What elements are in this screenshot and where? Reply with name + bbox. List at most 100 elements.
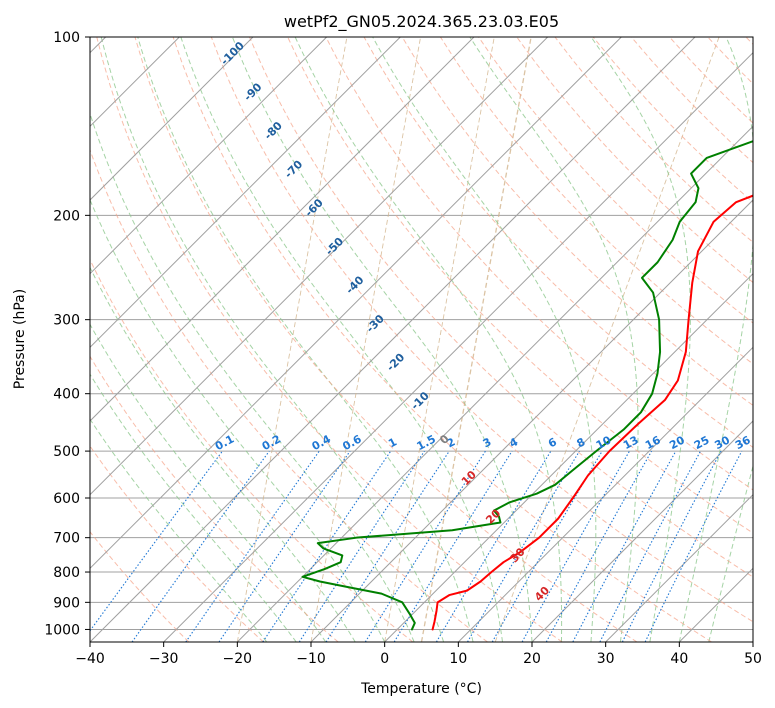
moist-adiabat (372, 37, 597, 642)
skewed-isotherm (90, 37, 401, 349)
dry-adiabat (172, 37, 712, 642)
y-tick-label: 800 (53, 565, 80, 581)
y-tick-label: 700 (53, 531, 80, 547)
x-tick-label: 50 (744, 651, 762, 667)
y-tick-label: 600 (53, 491, 80, 507)
mixing-ratio-label: 10 (594, 433, 614, 452)
moist-adiabat (180, 37, 504, 642)
skewed-isotherm (163, 51, 753, 642)
mixing-ratio-line (621, 450, 722, 642)
x-tick-label: 20 (523, 651, 541, 667)
y-axis-label: Pressure (hPa) (12, 289, 28, 389)
moist-adiabat (137, 37, 474, 642)
dry-adiabat (401, 37, 753, 406)
mixing-ratio-line (364, 450, 486, 642)
y-tick-label: 400 (53, 387, 80, 403)
mixing-ratio-label: 25 (692, 433, 712, 452)
x-tick-label: −10 (296, 651, 326, 667)
dry-adiabat (325, 37, 753, 491)
skewed-isotherm (90, 37, 475, 422)
dry-adiabat (96, 37, 563, 642)
x-tick-label: −40 (75, 651, 105, 667)
mixing-ratio-label: 16 (643, 433, 663, 452)
moist-adiabat (90, 198, 386, 642)
mixing-ratio-line (435, 450, 552, 642)
mixing-ratio-label: 30 (712, 433, 732, 452)
x-tick-label: 30 (597, 651, 615, 667)
y-tick-label: 100 (53, 30, 80, 46)
y-tick-label: 500 (53, 444, 80, 460)
mixing-ratio-line (298, 450, 425, 642)
curved-isotherm (384, 37, 495, 642)
skewed-isotherm (457, 346, 753, 642)
mixing-ratio-label: 36 (733, 433, 753, 452)
mixing-ratio-line (325, 450, 450, 642)
mixing-ratio-line (644, 450, 743, 642)
mixing-ratio-line (393, 450, 513, 642)
skewed-isotherm (90, 37, 696, 642)
y-tick-label: 300 (53, 313, 80, 329)
moist-adiabat (678, 37, 753, 642)
y-tick-label: 900 (53, 595, 80, 611)
dry-adiabat (210, 37, 753, 623)
moist-adiabat (708, 464, 753, 642)
y-tick-label: 1000 (44, 622, 80, 638)
x-tick-label: −30 (149, 651, 179, 667)
moist-adiabat (590, 37, 691, 642)
moist-adiabat (90, 323, 327, 642)
x-tick-label: 10 (449, 651, 467, 667)
moist-adiabat (100, 37, 445, 642)
mixing-ratio-line (90, 450, 223, 632)
x-axis-ticks: −40 −30 −20 −10 0 10 20 30 40 50 (75, 642, 762, 667)
dry-adiabat (90, 355, 339, 642)
x-tick-label: 40 (670, 651, 688, 667)
mixing-ratio-line (218, 450, 351, 642)
moist-adiabat (90, 266, 356, 642)
x-axis-label: Temperature (°C) (360, 681, 482, 697)
dry-adiabat (516, 37, 753, 284)
mixing-ratio-label: 13 (621, 433, 641, 452)
dewpoint-profile (301, 140, 753, 631)
dry-adiabat (439, 37, 753, 365)
mixing-ratio-line (131, 450, 270, 642)
x-tick-label: −20 (223, 651, 253, 667)
mixing-ratio-line (185, 450, 320, 642)
skewed-isotherm (90, 37, 254, 201)
dry-adiabat (90, 148, 488, 642)
moist-adiabat (231, 37, 533, 642)
mixing-ratio-line (599, 450, 702, 642)
chart-title: wetPf2_GN05.2024.365.23.03.E05 (284, 12, 559, 32)
curved-isotherm (310, 37, 422, 642)
mixing-ratio-label: 20 (667, 433, 687, 452)
skewed-isotherm (90, 37, 549, 496)
mixing-ratio-line (262, 450, 392, 642)
curved-isotherm (420, 37, 532, 642)
plot-frame (89, 36, 754, 643)
moist-adiabat (90, 373, 297, 642)
curved-isotherm (494, 37, 720, 642)
profile-lines (301, 140, 753, 631)
curved-isotherms (236, 37, 720, 642)
skewed-isotherm (605, 493, 753, 642)
x-tick-label: 0 (380, 651, 389, 667)
y-tick-label: 200 (53, 208, 80, 224)
mixing-ratio-lines (90, 450, 743, 642)
skewed-isotherm (90, 37, 622, 570)
plot-area: 0.1 0.2 0.4 0.6 1 1.5 2 3 4 6 8 10 13 16 20 25 30 36-100-… (90, 37, 753, 642)
curved-isotherm (236, 37, 348, 642)
dry-adiabat (90, 531, 190, 642)
pressure-grid (90, 37, 753, 630)
skewed-isotherm (310, 199, 753, 642)
y-axis-ticks: 1000 900 800 700 600 500 400 300 200 100 (44, 30, 90, 638)
dry-adiabat (249, 37, 753, 578)
mixing-ratio-line (545, 450, 653, 642)
dry-adiabats (90, 37, 753, 642)
moist-adiabat (90, 418, 268, 642)
mixing-ratio-line (572, 450, 677, 642)
dry-adiabat (134, 37, 638, 642)
skewed-isotherm (531, 420, 753, 642)
mixing-ratio-line (521, 450, 630, 642)
moist-adiabat (469, 37, 639, 642)
